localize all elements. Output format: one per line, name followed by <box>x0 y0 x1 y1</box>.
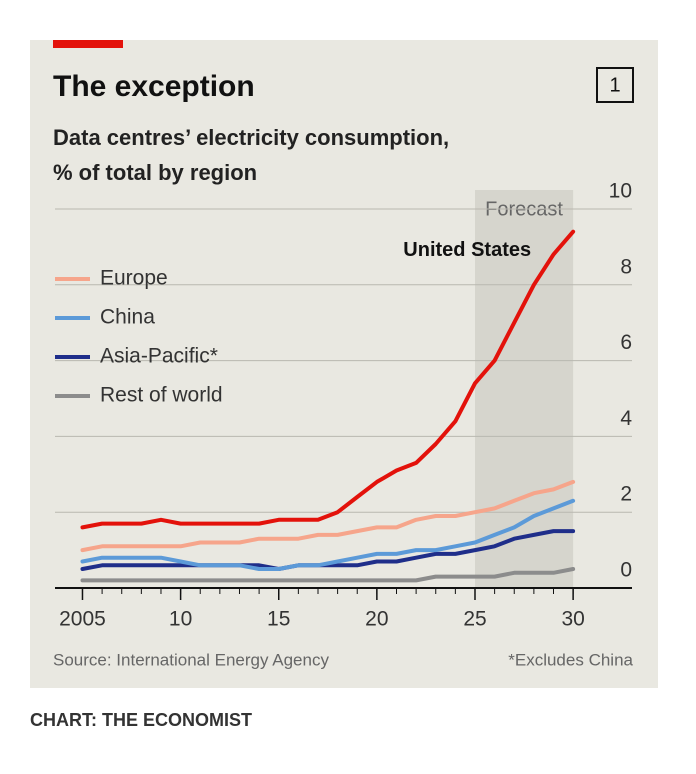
source: Source: International Energy Agency <box>53 650 329 669</box>
legend-label: China <box>100 306 155 329</box>
x-tick-label: 10 <box>169 608 192 631</box>
subtitle: Data centres’ electricity consumption, <box>53 125 449 150</box>
x-tick-label: 30 <box>561 608 584 631</box>
y-tick-label: 4 <box>620 407 632 430</box>
series-line <box>80 479 576 553</box>
chart-number: 1 <box>609 74 620 96</box>
y-tick-label: 0 <box>620 559 632 582</box>
x-tick-label: 20 <box>365 608 388 631</box>
credit: CHART: THE ECONOMIST <box>30 710 252 730</box>
y-tick-label: 8 <box>620 255 632 278</box>
y-tick-label: 6 <box>620 331 632 354</box>
subtitle: % of total by region <box>53 160 257 185</box>
series-line <box>80 567 576 583</box>
x-tick-label: 15 <box>267 608 290 631</box>
y-tick-label: 2 <box>620 483 632 506</box>
direct-label: United States <box>403 239 531 261</box>
y-tick-label: 10 <box>609 179 632 202</box>
series-line <box>80 498 576 571</box>
series-line <box>80 229 576 530</box>
footnote: *Excludes China <box>508 650 633 669</box>
legend-label: Rest of world <box>100 384 223 407</box>
chart-title: The exception <box>53 70 255 103</box>
x-tick-label: 2005 <box>59 608 106 631</box>
legend-label: Asia-Pacific* <box>100 345 218 368</box>
chart-number-box <box>596 67 634 103</box>
x-tick-label: 25 <box>463 608 486 631</box>
legend-label: Europe <box>100 267 168 290</box>
red-tag <box>53 40 123 48</box>
